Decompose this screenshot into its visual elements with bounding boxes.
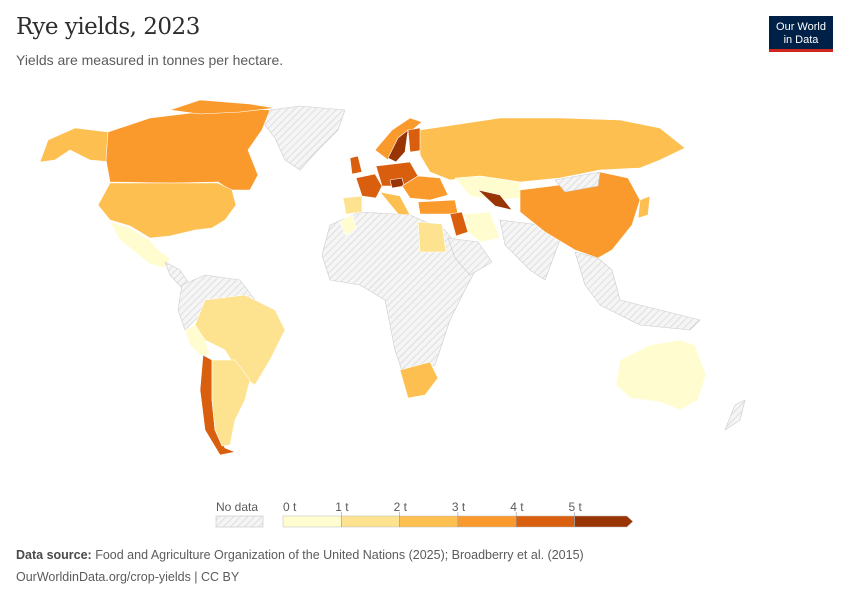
- map-legend: No data 0 t 1 t 2 t 3 t 4 t 5 t: [215, 500, 634, 528]
- country-mongolia[interactable]: [554, 171, 601, 193]
- country-new-zealand[interactable]: [724, 399, 746, 431]
- country-egypt[interactable]: [417, 221, 447, 253]
- country-peru[interactable]: [184, 324, 211, 356]
- legend-tick-label: 5 t: [569, 500, 583, 514]
- source-url-license[interactable]: OurWorldinData.org/crop-yields | CC BY: [16, 570, 240, 584]
- country-italy-balkans[interactable]: [379, 191, 411, 216]
- legend-tick-label: 1 t: [335, 500, 349, 514]
- chart-subtitle: Yields are measured in tonnes per hectar…: [16, 52, 284, 68]
- country-usa[interactable]: [97, 182, 237, 239]
- country-iran[interactable]: [463, 211, 501, 243]
- legend-bin-3[interactable]: [457, 515, 517, 528]
- country-australia[interactable]: [615, 339, 707, 411]
- country-algeria-morocco[interactable]: [339, 213, 357, 237]
- legend-bin-2[interactable]: [399, 515, 459, 528]
- legend-no-data-swatch: [215, 515, 264, 528]
- legend-bin-0[interactable]: [282, 515, 342, 528]
- legend-tick-label: 0 t: [283, 500, 297, 514]
- region-southeast-asia[interactable]: [574, 251, 701, 331]
- legend-tick-label: 3 t: [452, 500, 466, 514]
- country-turkey[interactable]: [417, 199, 459, 215]
- country-canada-islands[interactable]: [169, 99, 276, 115]
- country-canada[interactable]: [105, 107, 271, 191]
- data-source: Data source: Food and Agriculture Organi…: [16, 548, 584, 562]
- region-arabia[interactable]: [447, 237, 493, 276]
- legend-no-data-label: No data: [216, 500, 258, 514]
- country-uk[interactable]: [349, 155, 363, 175]
- country-korea-japan[interactable]: [637, 195, 651, 219]
- country-usa-alaska[interactable]: [39, 127, 113, 163]
- country-sweden[interactable]: [387, 129, 409, 163]
- legend-tick-label: 2 t: [394, 500, 408, 514]
- country-czechia[interactable]: [389, 177, 405, 189]
- country-russia[interactable]: [419, 117, 686, 183]
- legend-bin-1[interactable]: [341, 515, 400, 528]
- region-eastern-europe[interactable]: [401, 175, 449, 201]
- legend-bin-5[interactable]: [574, 515, 634, 528]
- owid-logo[interactable]: Our World in Data: [769, 16, 833, 52]
- legend-bin-4[interactable]: [515, 515, 575, 528]
- country-spain[interactable]: [342, 195, 363, 215]
- region-africa[interactable]: [321, 211, 481, 381]
- legend-tick-label: 4 t: [510, 500, 524, 514]
- country-south-africa[interactable]: [399, 361, 439, 399]
- country-france[interactable]: [355, 173, 383, 199]
- country-greenland[interactable]: [254, 105, 346, 171]
- chart-title: Rye yields, 2023: [16, 14, 200, 40]
- country-uzbekistan[interactable]: [477, 189, 513, 211]
- country-argentina[interactable]: [211, 359, 251, 447]
